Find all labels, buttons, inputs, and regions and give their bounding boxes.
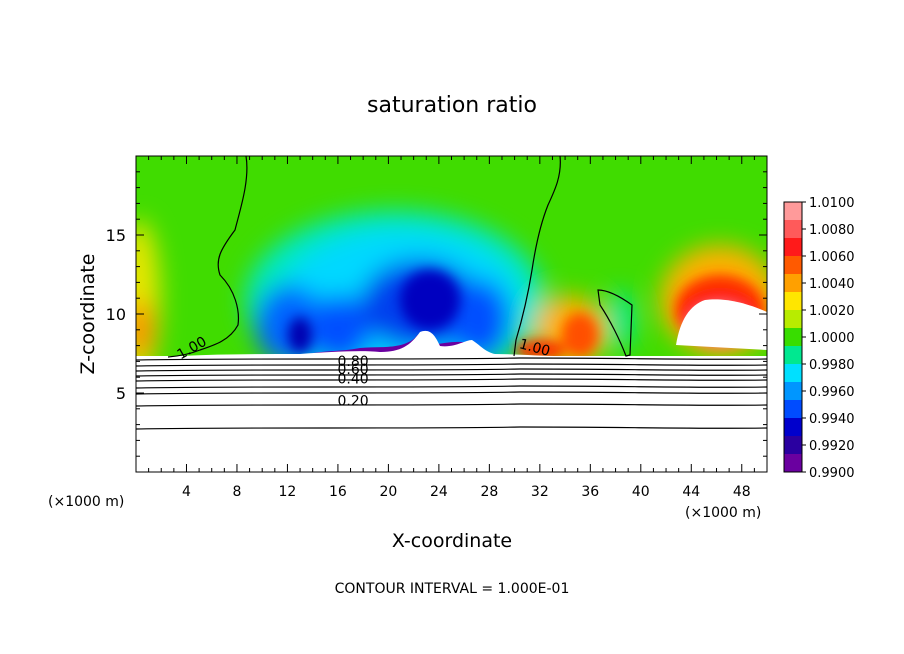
x-tick-label: 28	[480, 484, 498, 500]
contour-lines	[136, 156, 767, 430]
contour-label: 1.00	[517, 336, 551, 360]
colorbar-segment	[784, 256, 802, 275]
x-tick-label: 40	[632, 484, 650, 500]
colorbar-label: 0.9980	[809, 358, 855, 373]
colorbar-segment	[784, 382, 802, 401]
colorbar-label: 1.0040	[809, 277, 855, 292]
x-tick-label: 12	[279, 484, 297, 500]
contour-interval-note: CONTOUR INTERVAL = 1.000E-01	[335, 581, 570, 597]
colorbar-segment	[784, 292, 802, 311]
colorbar-label: 1.0060	[809, 250, 855, 265]
colorbar-segment	[784, 328, 802, 347]
colorbar-label: 1.0080	[809, 223, 855, 238]
x-axis: 4 8 12 16 20 24 28 32 36 40 44 48	[148, 156, 755, 500]
x-tick-label: 36	[581, 484, 599, 500]
colorbar-segment	[784, 400, 802, 419]
colorbar-label: 0.9920	[809, 439, 855, 454]
x-tick-label: 20	[379, 484, 397, 500]
colorbar-segment	[784, 364, 802, 383]
x-axis-label: X-coordinate	[392, 530, 512, 552]
x-tick-label: 48	[733, 484, 751, 500]
x-tick-label: 24	[430, 484, 448, 500]
x-tick-label: 32	[531, 484, 549, 500]
colorbar: 1.0100 1.0080 1.0060 1.0040 1.0020 1.0000 0.99…	[783, 196, 855, 481]
contour-label: 0.80	[337, 354, 368, 370]
y-tick-label: 15	[106, 226, 126, 245]
contour-labels: 1.001.000.800.600.400.20	[175, 334, 552, 410]
colorbar-label: 0.9940	[809, 412, 855, 427]
y-tick-label: 10	[106, 305, 126, 324]
colorbar-label: 1.0100	[809, 196, 855, 211]
colorbar-label: 0.9900	[809, 466, 855, 481]
heatmap-field	[136, 156, 767, 472]
colorbar-segment	[784, 310, 802, 329]
colorbar-segment	[784, 238, 802, 257]
colorbar-label: 0.9960	[809, 385, 855, 400]
contour-label: 0.20	[337, 394, 368, 410]
y-axis-label: Z-coordinate	[77, 254, 99, 375]
x-tick-label: 44	[682, 484, 700, 500]
colorbar-segment	[784, 220, 802, 239]
colorbar-segment	[784, 454, 802, 473]
x-tick-label: 16	[329, 484, 347, 500]
colorbar-segment	[784, 202, 802, 221]
y-axis: 5 10 15	[106, 171, 767, 457]
x-tick-label: 8	[232, 484, 241, 500]
x-units-left: (×1000 m)	[48, 494, 124, 510]
colorbar-segment	[784, 274, 802, 293]
y-tick-label: 5	[116, 384, 126, 403]
x-tick-label: 4	[182, 484, 191, 500]
contour-label: 0.40	[337, 372, 368, 388]
x-units-right: (×1000 m)	[685, 505, 761, 521]
colorbar-segment	[784, 436, 802, 455]
colorbar-label: 1.0000	[809, 331, 855, 346]
colorbar-label: 1.0020	[809, 304, 855, 319]
colorbar-segment	[784, 418, 802, 437]
contour-label: 0.60	[337, 362, 368, 378]
colorbar-segment	[784, 346, 802, 365]
chart-title: saturation ratio	[367, 93, 537, 118]
